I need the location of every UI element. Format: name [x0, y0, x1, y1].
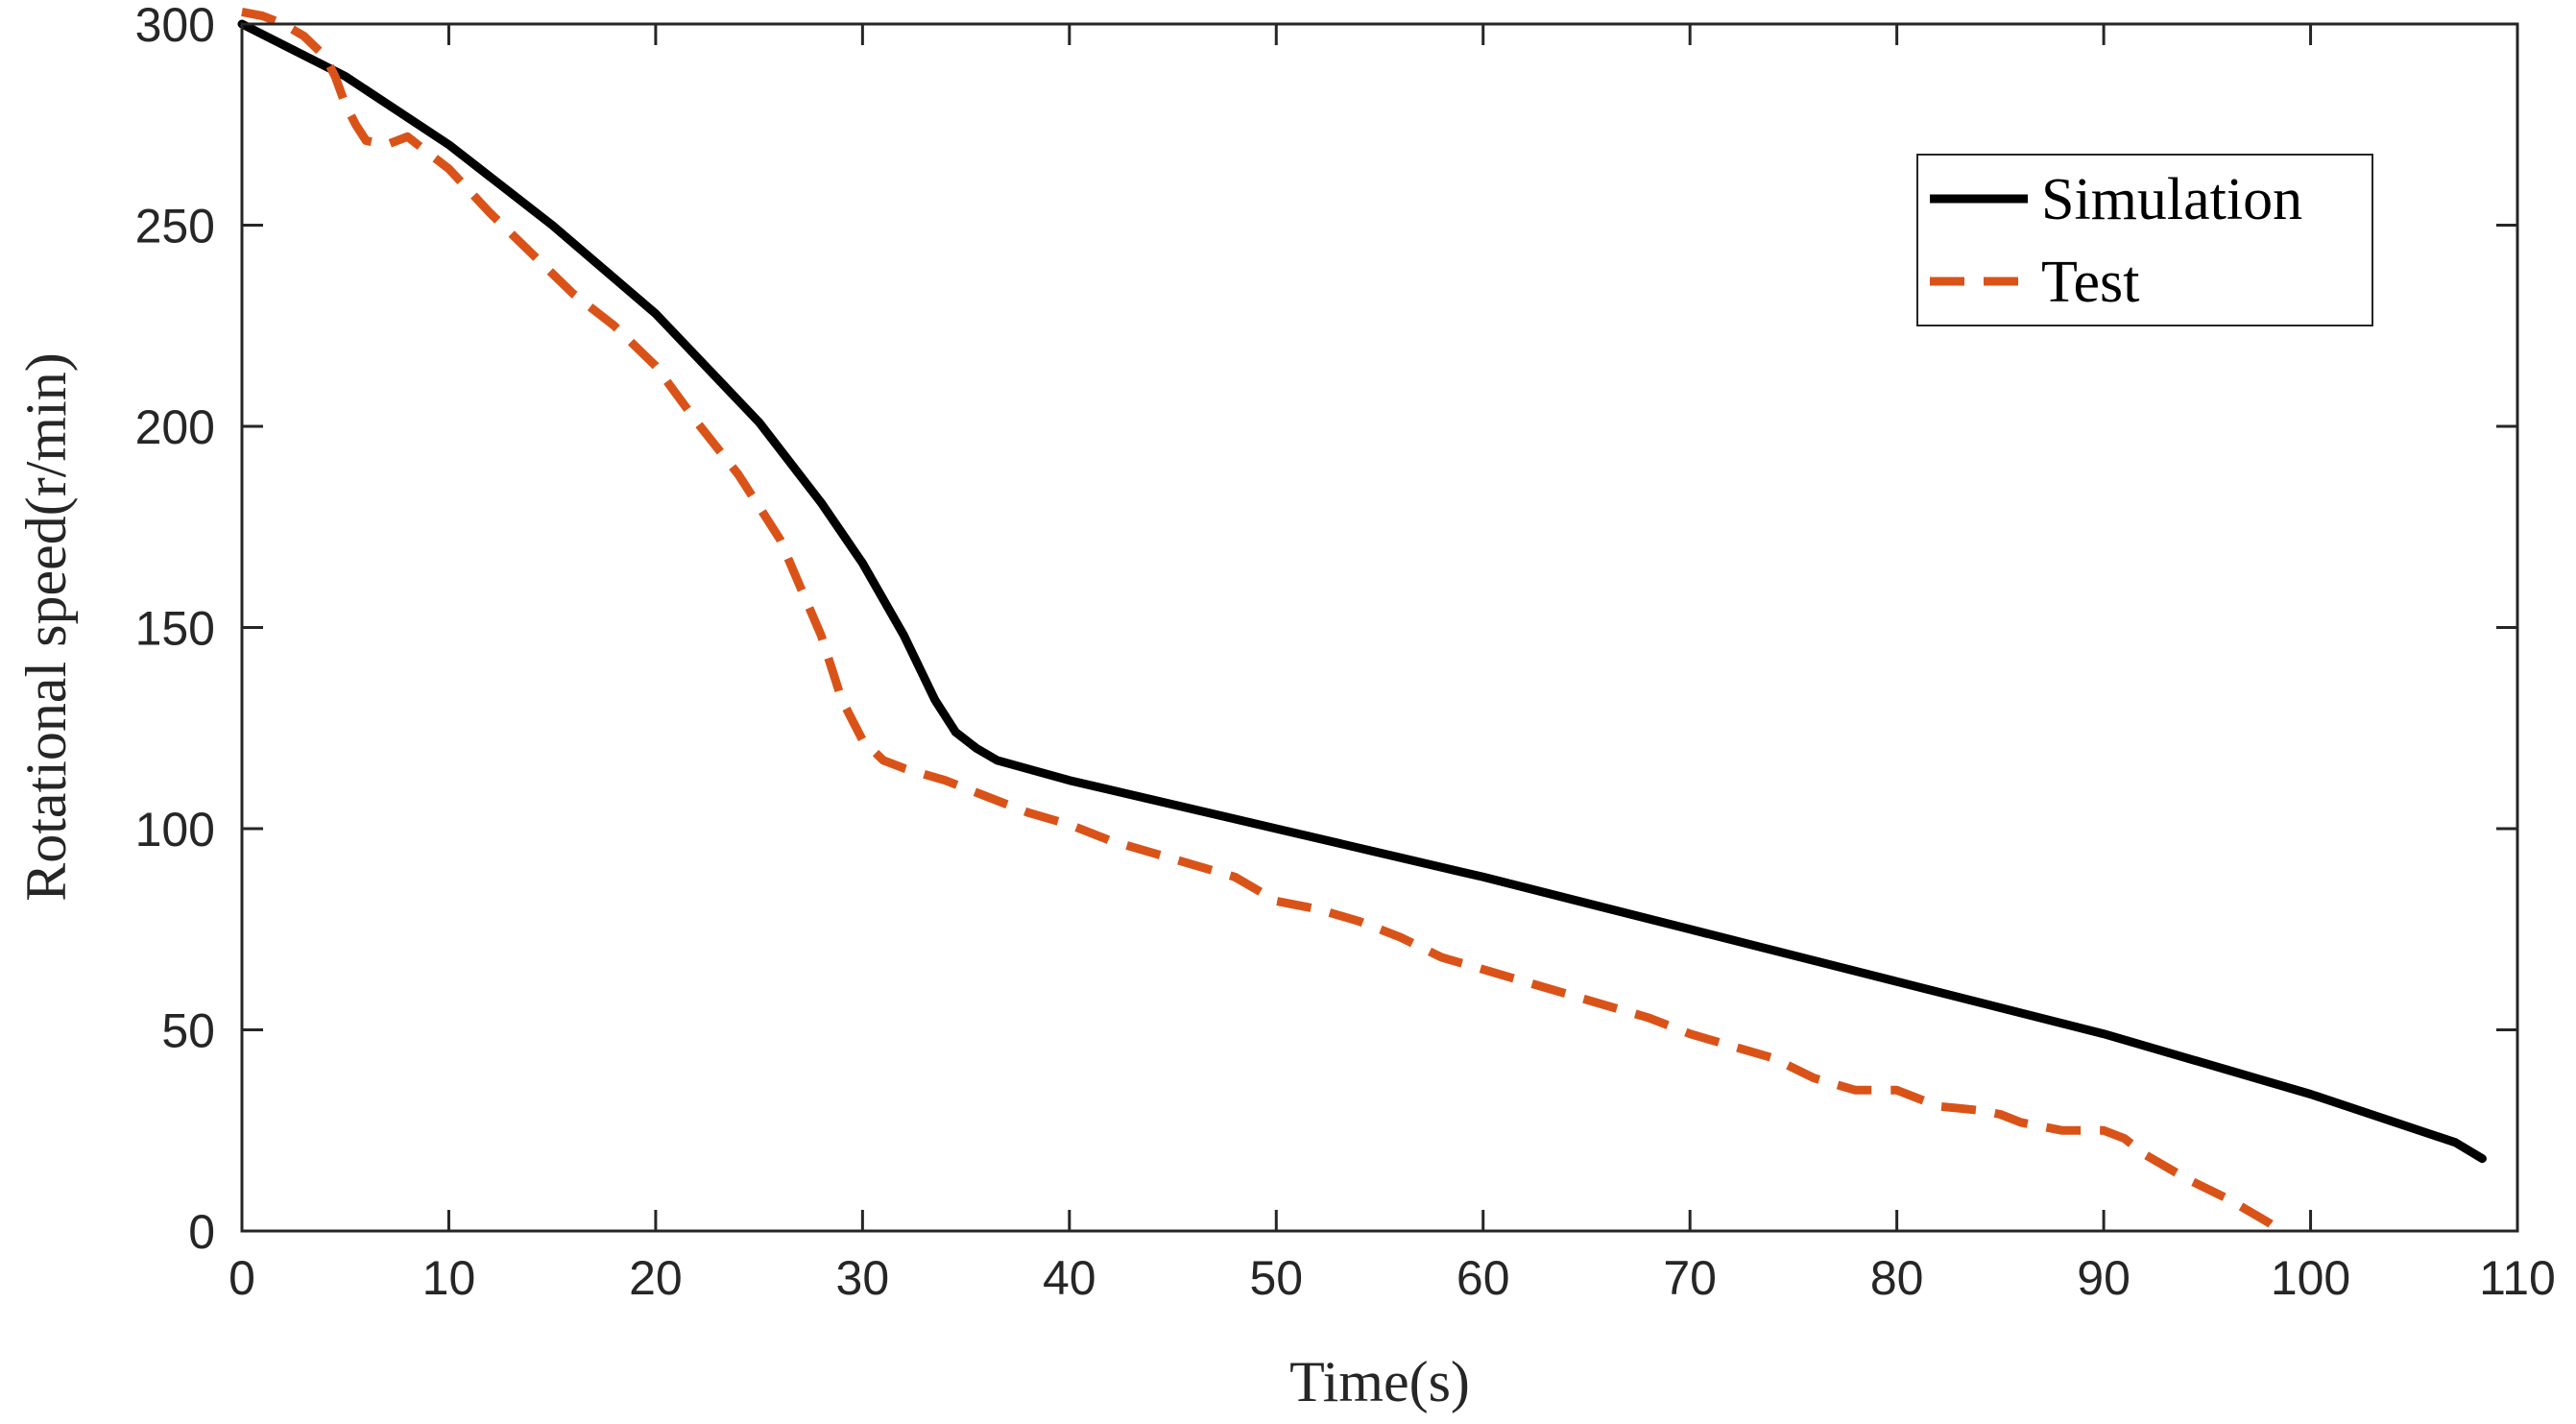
- x-tick-label: 60: [1457, 1251, 1510, 1305]
- y-axis-label: Rotational speed(r/min): [14, 352, 78, 902]
- tick-layer: 0 10 20 30 40 50 60 70 80 90 100 110 0 50 100 150 200 250…: [135, 0, 2556, 1305]
- y-tick-label: 0: [188, 1205, 215, 1259]
- x-tick-label: 30: [836, 1251, 890, 1305]
- y-tick-label: 150: [135, 602, 215, 656]
- series-layer: [237, 7, 2487, 1235]
- x-tick-label: 20: [629, 1251, 683, 1305]
- x-tick-label: 0: [229, 1251, 255, 1305]
- y-tick-label: 200: [135, 400, 215, 454]
- x-tick-label: 10: [422, 1251, 476, 1305]
- x-axis-label: Time(s): [1289, 1350, 1470, 1413]
- series-line-simulation: [237, 19, 2487, 1164]
- x-tick-label: 100: [2271, 1251, 2350, 1305]
- legend-label-simulation: Simulation: [2041, 167, 2302, 232]
- x-tick-label: 70: [1663, 1251, 1717, 1305]
- x-tick-label: 110: [2479, 1251, 2556, 1305]
- x-tick-label: 80: [1870, 1251, 1924, 1305]
- legend-label-test: Test: [2041, 250, 2139, 315]
- y-tick-label: 300: [135, 0, 215, 52]
- x-tick-label: 90: [2077, 1251, 2131, 1305]
- x-tick-label: 40: [1043, 1251, 1096, 1305]
- x-tick-label: 50: [1249, 1251, 1303, 1305]
- legend-box: [1916, 154, 2373, 326]
- y-tick-label: 50: [161, 1004, 215, 1058]
- series-line-test: [241, 7, 2282, 1235]
- legend: Simulation Test: [1916, 154, 2373, 326]
- y-tick-label: 100: [135, 803, 215, 857]
- y-tick-label: 250: [135, 200, 215, 253]
